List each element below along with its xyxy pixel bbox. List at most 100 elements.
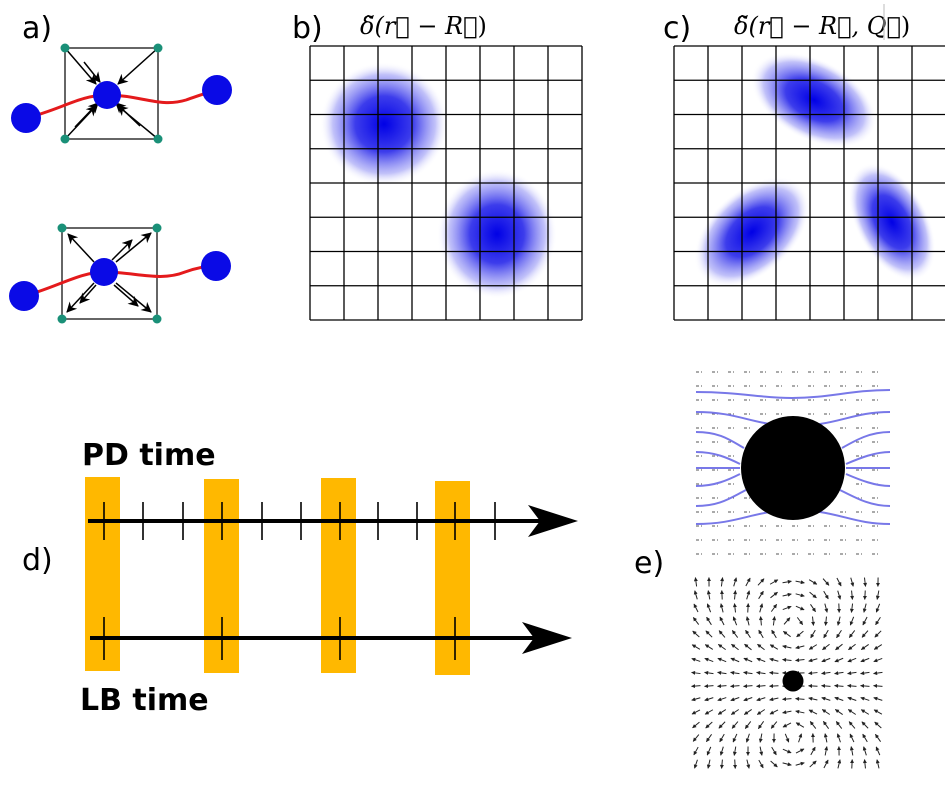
- panel-b-formula-main: δ̃(r⃗ − R⃗: [360, 12, 478, 40]
- flow-vector: [822, 578, 830, 586]
- panel-c-formula-main: δ̃(r⃗ − R⃗, Q⃗: [734, 12, 901, 40]
- flow-vector: [692, 734, 700, 742]
- gaussian-blob-anisotropic: [751, 52, 877, 148]
- flow-vector: [862, 759, 867, 769]
- flow-vector: [693, 590, 698, 600]
- lb-ticks: [103, 617, 456, 660]
- flow-vector: [759, 746, 764, 756]
- flow-vector: [769, 644, 779, 650]
- lattice-node: [152, 223, 162, 233]
- flow-vector: [782, 762, 792, 767]
- flow-vector: [860, 657, 870, 663]
- pd-timeline: [88, 502, 578, 540]
- streamlines: [695, 389, 891, 525]
- particle-bead: [201, 251, 231, 281]
- flow-vector: [756, 670, 766, 675]
- flow-vector: [863, 577, 868, 587]
- flow-vector: [730, 657, 740, 663]
- sync-highlights: [85, 477, 470, 675]
- flow-vector: [706, 616, 712, 626]
- flow-vector: [849, 733, 855, 743]
- flow-vector: [874, 721, 882, 729]
- panel-e-label: e): [634, 546, 664, 581]
- flow-vector: [875, 590, 880, 600]
- flow-vector: [732, 616, 738, 626]
- flow-vector: [691, 697, 701, 702]
- flow-vector: [769, 697, 779, 702]
- flow-vector: [717, 697, 727, 702]
- flow-vector: [834, 696, 844, 701]
- pd-arrowhead: [528, 505, 578, 537]
- flow-vector: [860, 671, 870, 676]
- flow-vector: [834, 671, 844, 676]
- flow-vector: [758, 733, 763, 743]
- flow-vector: [756, 657, 766, 663]
- flow-vector: [732, 746, 737, 756]
- flow-vector: [873, 644, 883, 650]
- flow-vector: [704, 657, 714, 663]
- flow-vector: [704, 709, 714, 715]
- flow-vector: [758, 590, 764, 600]
- flow-vector: [862, 616, 868, 626]
- flow-vector: [809, 721, 817, 729]
- flow-vector: [704, 697, 714, 702]
- lattice-cell: [64, 47, 159, 140]
- flow-vector: [730, 684, 740, 689]
- flow-vector: [757, 721, 765, 729]
- flow-vector: [796, 617, 804, 625]
- flow-vector: [770, 604, 778, 612]
- flow-vector: [704, 684, 714, 689]
- flow-vector: [731, 643, 739, 651]
- flow-vector: [821, 709, 831, 715]
- flow-vector: [823, 759, 829, 769]
- force-arrows-outward: [66, 232, 152, 313]
- flow-vector: [769, 579, 779, 585]
- flow-vector: [732, 733, 738, 743]
- flow-vector: [743, 684, 753, 689]
- flow-vector: [834, 709, 843, 715]
- flow-vector: [873, 696, 883, 701]
- flow-vector: [836, 629, 842, 639]
- flow-vector: [847, 696, 857, 701]
- flow-vector: [782, 592, 792, 597]
- flow-vector: [693, 746, 699, 756]
- flow-vector: [733, 590, 738, 600]
- lattice-node: [60, 43, 70, 53]
- flow-vector: [849, 746, 854, 756]
- obstacle-disc: [741, 416, 845, 520]
- flow-vector: [691, 670, 701, 675]
- flow-vector: [837, 590, 842, 600]
- flow-vector: [821, 696, 831, 701]
- flow-vector: [847, 671, 857, 676]
- particle-bead-center: [93, 81, 121, 109]
- flow-vector: [730, 697, 740, 702]
- flow-vector: [808, 696, 818, 701]
- flow-vector: [862, 590, 867, 600]
- particle-bead: [11, 103, 41, 133]
- flow-vector: [822, 721, 830, 729]
- flow-vector: [809, 591, 817, 599]
- flow-vector: [835, 721, 843, 729]
- flow-vector: [758, 629, 764, 639]
- flow-vector: [704, 670, 714, 675]
- flow-vector: [744, 643, 752, 651]
- flow-vector: [756, 684, 766, 689]
- flow-vector: [836, 733, 841, 743]
- flow-vector: [746, 603, 751, 613]
- flow-vector: [743, 670, 753, 675]
- flow-vector: [808, 709, 818, 715]
- flow-vector: [771, 746, 777, 756]
- force-arrows-inward: [64, 47, 159, 140]
- flow-vector: [693, 759, 698, 769]
- flow-vector: [730, 670, 740, 675]
- flow-vector: [860, 696, 870, 701]
- lattice-grid-b: [309, 45, 583, 321]
- flow-vector: [692, 721, 700, 729]
- flow-vector: [808, 579, 818, 585]
- flow-vector: [733, 759, 738, 769]
- flow-vector: [782, 697, 792, 702]
- lb-arrowhead: [522, 622, 572, 654]
- lb-time-label: LB time: [80, 683, 209, 718]
- flow-vector: [824, 603, 829, 613]
- flow-vector: [770, 591, 778, 599]
